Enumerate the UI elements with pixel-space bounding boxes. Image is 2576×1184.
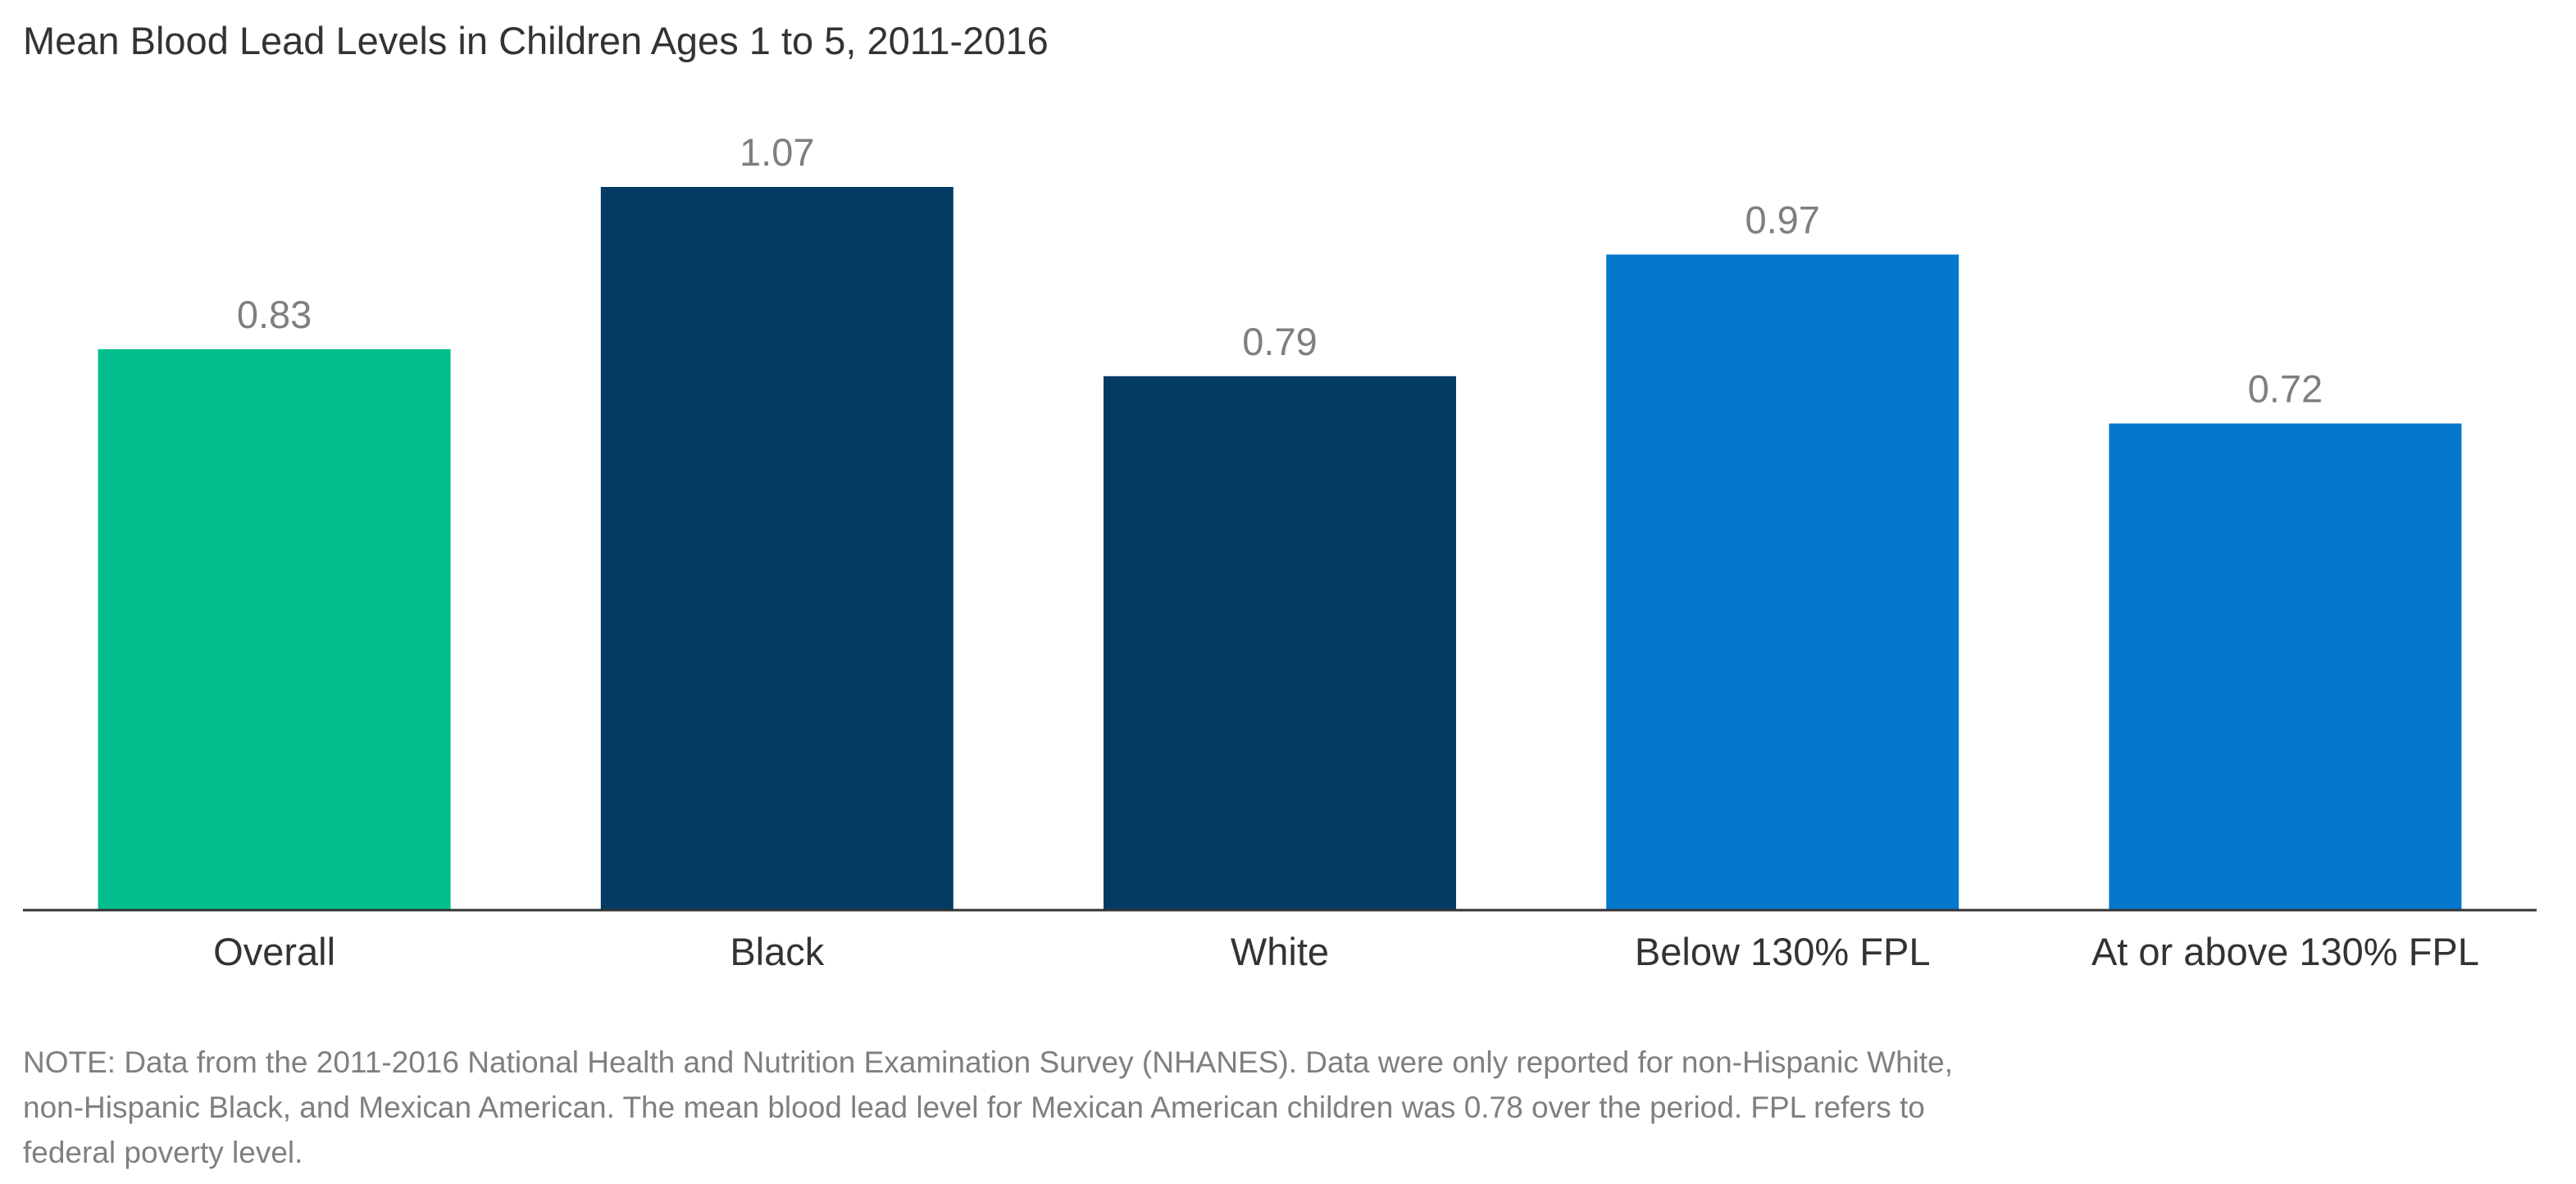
bar-1 <box>600 187 953 910</box>
bar-chart: 0.83 1.07 0.79 0.97 0.72 Overall Black White Be… <box>23 130 2537 973</box>
category-labels-group: Overall Black White Below 130% FPL At or abo… <box>213 930 2479 973</box>
bar-4 <box>2109 423 2462 910</box>
value-label-4: 0.72 <box>2248 367 2323 411</box>
note-line-3: federal poverty level. <box>23 1136 303 1169</box>
category-label-1: Black <box>730 930 824 973</box>
category-label-0: Overall <box>213 930 335 973</box>
value-labels-group: 0.83 1.07 0.79 0.97 0.72 <box>237 130 2323 411</box>
value-label-3: 0.97 <box>1745 198 1819 241</box>
category-label-2: White <box>1231 930 1329 973</box>
category-label-3: Below 130% FPL <box>1635 930 1931 973</box>
chart-title: Mean Blood Lead Levels in Children Ages … <box>23 19 1049 62</box>
bar-3 <box>1606 254 1959 910</box>
category-label-4: At or above 130% FPL <box>2091 930 2479 973</box>
bar-0 <box>98 348 451 910</box>
value-label-2: 0.79 <box>1242 320 1317 363</box>
value-label-0: 0.83 <box>237 293 312 336</box>
value-label-1: 1.07 <box>740 130 814 174</box>
note-line-2: non-Hispanic Black, and Mexican American… <box>23 1091 1925 1124</box>
bars-group <box>98 187 2462 911</box>
chart-note: NOTE: Data from the 2011-2016 National H… <box>23 1040 2401 1175</box>
bar-2 <box>1104 376 1456 911</box>
note-line-1: NOTE: Data from the 2011-2016 National H… <box>23 1045 1953 1079</box>
